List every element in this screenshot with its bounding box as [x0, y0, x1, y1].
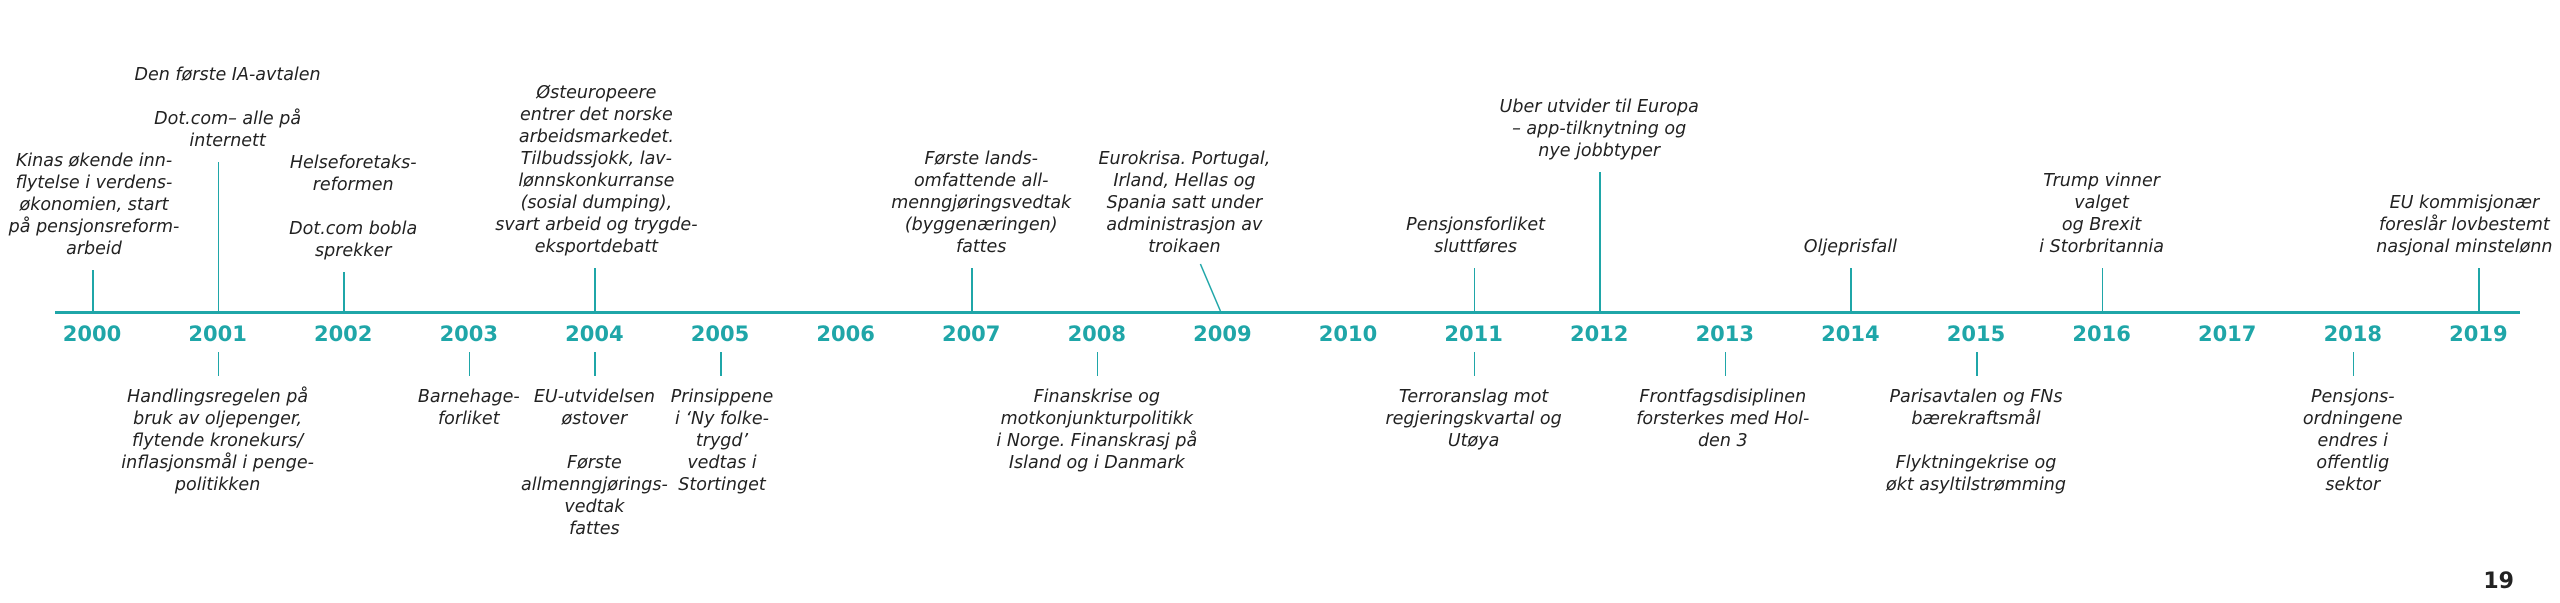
- event-label-below-2015: Parisavtalen og FNs bærekraftsmål Flyktn…: [1886, 387, 2066, 495]
- year-label-2017: 2017: [2197, 322, 2257, 346]
- event-connector-above-2016: [2101, 268, 2104, 311]
- event-connector-above-2001: [217, 162, 220, 311]
- event-label-above-2001: Den første IA-avtalen Dot.com– alle på i…: [134, 65, 321, 151]
- event-label-above-2019: EU kommisjonær foreslår lovbestemt nasjo…: [2376, 193, 2553, 257]
- event-label-below-2011: Terroranslag mot regjeringskvartal og Ut…: [1385, 387, 1562, 451]
- year-label-2006: 2006: [816, 322, 875, 346]
- event-label-above-2012: Uber utvider til Europa – app-tilknytnin…: [1499, 97, 1699, 161]
- event-label-above-2007: Første lands- omfattende all- menngjørin…: [891, 149, 1072, 257]
- year-label-2012: 2012: [1569, 322, 1629, 346]
- year-label-2019: 2019: [2449, 322, 2508, 346]
- event-label-below-2008: Finanskrise og motkonjunkturpolitikk i N…: [996, 387, 1198, 473]
- year-label-2000: 2000: [62, 322, 122, 346]
- event-label-above-2016: Trump vinner valget og Brexit i Storbrit…: [2039, 171, 2165, 257]
- event-label-above-2004: Østeuropeere entrer det norske arbeidsma…: [495, 83, 698, 257]
- year-label-2013: 2013: [1695, 322, 1755, 346]
- year-label-2001: 2001: [188, 322, 247, 346]
- event-connector-above-2019: [2478, 268, 2480, 311]
- year-label-2014: 2014: [1821, 322, 1880, 346]
- year-label-2003: 2003: [439, 322, 499, 346]
- year-label-2008: 2008: [1067, 322, 1127, 346]
- event-connector-below-2013: [1724, 352, 1727, 376]
- event-label-below-2018: Pensjons- ordningene endres i offentlig …: [2302, 387, 2403, 495]
- year-label-2018: 2018: [2323, 322, 2383, 346]
- event-label-above-2011: Pensjonsforliket sluttføres: [1406, 215, 1546, 257]
- year-label-2015: 2015: [1946, 322, 2006, 346]
- event-label-below-2005: Prinsippene i ‘Ny folke- trygd’ vedtas i…: [670, 387, 774, 495]
- year-label-2005: 2005: [690, 322, 750, 346]
- event-connector-below-2011: [1473, 352, 1476, 376]
- page-number: 19: [2483, 569, 2514, 594]
- event-label-above-2009: Eurokrisa. Portugal, Irland, Hellas og S…: [1098, 149, 1271, 257]
- event-connector-above-2012: [1599, 172, 1601, 311]
- event-connector-line-2009: [1199, 263, 1222, 312]
- event-connector-above-2011: [1473, 268, 1476, 311]
- year-label-2010: 2010: [1318, 322, 1378, 346]
- event-label-above-2014: Oljeprisfall: [1803, 237, 1897, 257]
- event-connector-above-2004: [594, 268, 596, 311]
- event-label-below-2013: Frontfagsdisiplinen forsterkes med Hol- …: [1636, 387, 1810, 451]
- year-label-2007: 2007: [941, 322, 1001, 346]
- year-label-2004: 2004: [565, 322, 624, 346]
- event-label-above-2002: Helseforetaks- reformen Dot.com bobla sp…: [289, 153, 418, 261]
- event-connector-above-2000: [92, 270, 94, 311]
- event-connector-below-2003: [468, 352, 471, 376]
- event-connector-below-2005: [720, 352, 722, 376]
- event-label-below-2003: Barnehage- forliket: [417, 387, 520, 429]
- timeline-axis-line: [55, 311, 2520, 314]
- year-label-2002: 2002: [313, 322, 373, 346]
- event-connector-below-2018: [2352, 352, 2355, 376]
- event-connector-below-2004: [594, 352, 596, 376]
- year-label-2009: 2009: [1193, 322, 1252, 346]
- event-label-below-2004: EU-utvidelsen østover Første allmenngjør…: [520, 387, 668, 539]
- event-connector-below-2015: [1976, 352, 1978, 376]
- event-connector-above-2002: [343, 272, 345, 311]
- year-label-2011: 2011: [1444, 322, 1503, 346]
- event-label-above-2000: Kinas økende inn- flytelse i verdens- øk…: [8, 151, 180, 259]
- event-connector-below-2008: [1096, 352, 1099, 376]
- event-connector-above-2007: [971, 268, 973, 311]
- year-label-2016: 2016: [2072, 322, 2131, 346]
- event-label-below-2001: Handlingsregelen på bruk av oljepenger, …: [121, 387, 314, 495]
- event-connector-above-2014: [1850, 268, 1852, 311]
- event-connector-below-2001: [217, 352, 220, 376]
